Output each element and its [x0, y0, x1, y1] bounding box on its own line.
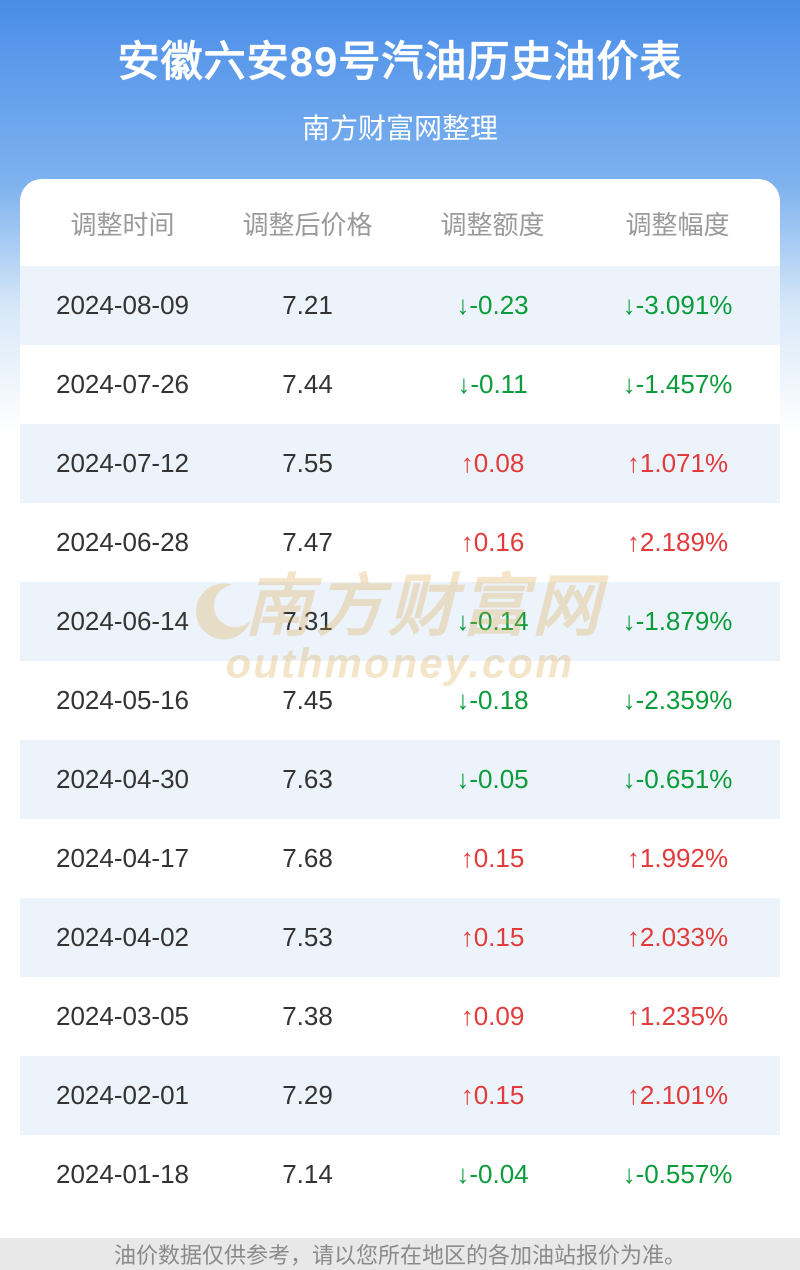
cell-price: 7.14: [215, 1159, 400, 1190]
cell-date: 2024-06-28: [30, 527, 215, 558]
cell-date: 2024-04-17: [30, 843, 215, 874]
table-row: 2024-06-287.47↑0.16↑2.189%: [20, 503, 780, 582]
cell-amount: ↑0.16: [400, 527, 585, 558]
cell-amount: ↑0.08: [400, 448, 585, 479]
cell-amount: ↑0.15: [400, 843, 585, 874]
cell-date: 2024-02-01: [30, 1080, 215, 1111]
col-price: 调整后价格: [215, 205, 400, 242]
price-table: 调整时间 调整后价格 调整额度 调整幅度 2024-08-097.21↓-0.2…: [20, 179, 780, 1214]
cell-amount: ↓-0.18: [400, 685, 585, 716]
cell-price: 7.53: [215, 922, 400, 953]
cell-price: 7.21: [215, 290, 400, 321]
cell-price: 7.44: [215, 369, 400, 400]
cell-percent: ↓-1.879%: [585, 606, 770, 637]
table-row: 2024-02-017.29↑0.15↑2.101%: [20, 1056, 780, 1135]
page-subtitle: 南方财富网整理: [0, 107, 800, 147]
cell-date: 2024-06-14: [30, 606, 215, 637]
cell-amount: ↓-0.23: [400, 290, 585, 321]
cell-percent: ↑2.033%: [585, 922, 770, 953]
cell-price: 7.55: [215, 448, 400, 479]
table-row: 2024-04-027.53↑0.15↑2.033%: [20, 898, 780, 977]
cell-price: 7.29: [215, 1080, 400, 1111]
cell-amount: ↓-0.14: [400, 606, 585, 637]
table-row: 2024-04-307.63↓-0.05↓-0.651%: [20, 740, 780, 819]
cell-percent: ↑2.189%: [585, 527, 770, 558]
cell-date: 2024-07-12: [30, 448, 215, 479]
table-row: 2024-07-127.55↑0.08↑1.071%: [20, 424, 780, 503]
cell-date: 2024-08-09: [30, 290, 215, 321]
cell-percent: ↓-3.091%: [585, 290, 770, 321]
cell-date: 2024-03-05: [30, 1001, 215, 1032]
cell-amount: ↑0.15: [400, 922, 585, 953]
cell-price: 7.63: [215, 764, 400, 795]
cell-percent: ↓-2.359%: [585, 685, 770, 716]
table-row: 2024-04-177.68↑0.15↑1.992%: [20, 819, 780, 898]
cell-percent: ↑2.101%: [585, 1080, 770, 1111]
cell-price: 7.68: [215, 843, 400, 874]
cell-date: 2024-07-26: [30, 369, 215, 400]
cell-amount: ↓-0.11: [400, 369, 585, 400]
cell-percent: ↑1.071%: [585, 448, 770, 479]
cell-percent: ↑1.992%: [585, 843, 770, 874]
cell-date: 2024-05-16: [30, 685, 215, 716]
cell-date: 2024-04-30: [30, 764, 215, 795]
table-row: 2024-03-057.38↑0.09↑1.235%: [20, 977, 780, 1056]
table-row: 2024-05-167.45↓-0.18↓-2.359%: [20, 661, 780, 740]
footer-note: 油价数据仅供参考，请以您所在地区的各加油站报价为准。: [0, 1214, 800, 1270]
page-header: 安徽六安89号汽油历史油价表 南方财富网整理: [0, 0, 800, 147]
col-percent: 调整幅度: [585, 205, 770, 242]
cell-price: 7.45: [215, 685, 400, 716]
table-row: 2024-06-147.31↓-0.14↓-1.879%: [20, 582, 780, 661]
cell-amount: ↓-0.04: [400, 1159, 585, 1190]
cell-price: 7.31: [215, 606, 400, 637]
table-row: 2024-01-187.14↓-0.04↓-0.557%: [20, 1135, 780, 1214]
table-body: 2024-08-097.21↓-0.23↓-3.091%2024-07-267.…: [20, 266, 780, 1214]
cell-price: 7.47: [215, 527, 400, 558]
cell-percent: ↓-0.651%: [585, 764, 770, 795]
cell-percent: ↓-0.557%: [585, 1159, 770, 1190]
col-date: 调整时间: [30, 205, 215, 242]
cell-date: 2024-01-18: [30, 1159, 215, 1190]
table-row: 2024-08-097.21↓-0.23↓-3.091%: [20, 266, 780, 345]
cell-amount: ↑0.15: [400, 1080, 585, 1111]
table-row: 2024-07-267.44↓-0.11↓-1.457%: [20, 345, 780, 424]
cell-amount: ↑0.09: [400, 1001, 585, 1032]
page-container: 安徽六安89号汽油历史油价表 南方财富网整理 调整时间 调整后价格 调整额度 调…: [0, 0, 800, 1238]
cell-percent: ↑1.235%: [585, 1001, 770, 1032]
col-amount: 调整额度: [400, 205, 585, 242]
cell-percent: ↓-1.457%: [585, 369, 770, 400]
cell-price: 7.38: [215, 1001, 400, 1032]
page-title: 安徽六安89号汽油历史油价表: [0, 28, 800, 89]
table-header-row: 调整时间 调整后价格 调整额度 调整幅度: [20, 179, 780, 266]
cell-date: 2024-04-02: [30, 922, 215, 953]
cell-amount: ↓-0.05: [400, 764, 585, 795]
